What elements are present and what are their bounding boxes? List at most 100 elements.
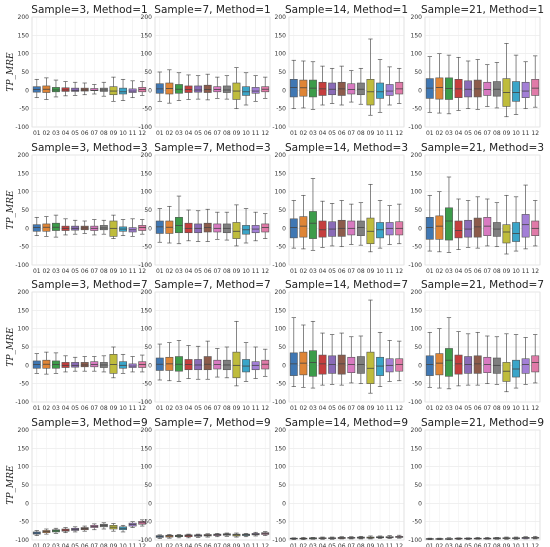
y-tick-label: 150 <box>18 307 30 314</box>
x-tick-label: 06 <box>338 405 346 412</box>
box-03 <box>52 352 60 374</box>
x-tick-label: 11 <box>252 268 260 275</box>
box-07 <box>483 335 492 385</box>
x-tick-label: 12 <box>261 543 269 547</box>
x-tick-label: 05 <box>328 130 336 137</box>
box-05 <box>328 536 337 540</box>
box-body <box>242 86 250 96</box>
box-09 <box>109 214 118 239</box>
box-08 <box>492 202 501 248</box>
x-tick-label: 12 <box>531 130 539 137</box>
y-tick-label: 100 <box>141 51 153 58</box>
y-tick-label: 200 <box>141 14 153 21</box>
box-05 <box>71 356 80 372</box>
x-tick-label: 03 <box>175 543 183 547</box>
x-tick-label: 11 <box>252 130 260 137</box>
y-tick-label: -50 <box>276 244 286 251</box>
x-tick-label: 11 <box>129 543 137 547</box>
x-tick-label: 11 <box>386 268 394 275</box>
x-tick-label: 04 <box>62 543 70 547</box>
panel-title: Sample=7, Method=1 <box>154 4 270 16</box>
box-08 <box>222 346 231 379</box>
y-tick-label: 100 <box>411 326 423 333</box>
y-axis-label: TP_MRE <box>6 465 16 505</box>
box-11 <box>128 356 137 373</box>
box-08 <box>99 355 108 373</box>
y-tick-label: -100 <box>272 399 286 406</box>
x-tick-label: 08 <box>493 130 501 137</box>
box-03 <box>445 537 453 540</box>
y-tick-label: -50 <box>142 519 152 526</box>
y-tick-label: 200 <box>141 289 153 296</box>
x-tick-label: 10 <box>242 130 250 137</box>
box-09 <box>366 38 375 116</box>
y-tick-label: 150 <box>18 32 30 39</box>
box-05 <box>71 526 80 533</box>
y-tick-label: -100 <box>408 124 422 131</box>
box-body <box>521 81 530 98</box>
y-tick-label: 200 <box>275 14 287 21</box>
panel-4-3: Sample=14, Method=9-100-5005010015020001… <box>272 417 408 547</box>
box-body <box>251 87 260 94</box>
x-tick-label: 09 <box>367 268 375 275</box>
box-10 <box>242 208 250 244</box>
box-04 <box>318 200 327 248</box>
x-tick-label: 01 <box>290 405 298 412</box>
box-02 <box>42 351 51 375</box>
y-tick-label: 0 <box>418 500 422 507</box>
x-tick-label: 06 <box>204 268 212 275</box>
y-tick-label: -100 <box>138 537 152 544</box>
box-12 <box>395 534 404 539</box>
x-tick-label: 02 <box>43 405 51 412</box>
box-09 <box>502 333 511 393</box>
x-tick-label: 11 <box>129 130 137 137</box>
box-10 <box>512 334 520 389</box>
x-tick-label: 11 <box>129 268 137 275</box>
panel-title: Sample=7, Method=3 <box>154 142 270 154</box>
y-tick-label: -50 <box>142 244 152 251</box>
x-tick-label: 03 <box>175 405 183 412</box>
y-tick-label: 200 <box>275 289 287 296</box>
x-tick-label: 02 <box>166 268 174 275</box>
box-body <box>473 217 482 238</box>
y-tick-label: -100 <box>15 537 29 544</box>
x-tick-label: 08 <box>357 543 365 547</box>
x-tick-label: 07 <box>483 130 491 137</box>
box-body <box>435 353 444 376</box>
x-tick-label: 06 <box>81 405 89 412</box>
x-tick-label: 04 <box>185 405 193 412</box>
x-tick-label: 11 <box>252 543 260 547</box>
box-body <box>502 362 511 382</box>
y-tick-label: 200 <box>275 427 287 434</box>
y-tick-label: 0 <box>25 500 29 507</box>
y-tick-label: -50 <box>142 106 152 113</box>
y-tick-label: 150 <box>141 170 153 177</box>
panel-3-3: Sample=14, Method=7-100-5005010015020001… <box>272 279 408 412</box>
box-05 <box>328 203 337 247</box>
x-tick-label: 01 <box>426 130 434 137</box>
y-tick-label: 150 <box>141 445 153 452</box>
box-07 <box>483 64 492 107</box>
x-tick-label: 07 <box>347 543 355 547</box>
x-tick-label: 10 <box>512 543 520 547</box>
y-tick-label: -100 <box>408 262 422 269</box>
box-04 <box>318 332 327 386</box>
x-tick-label: 04 <box>455 268 463 275</box>
box-03 <box>175 534 183 539</box>
x-tick-label: 03 <box>175 268 183 275</box>
x-tick-label: 04 <box>62 130 70 137</box>
box-07 <box>90 84 99 95</box>
x-tick-label: 08 <box>223 405 231 412</box>
x-tick-label: 08 <box>357 130 365 137</box>
y-tick-label: 200 <box>411 14 423 21</box>
y-tick-label: 100 <box>275 189 287 196</box>
x-tick-label: 07 <box>483 405 491 412</box>
x-tick-label: 10 <box>242 405 250 412</box>
box-05 <box>328 334 337 385</box>
box-06 <box>80 82 89 96</box>
y-axis-label: TP_MRE <box>6 327 16 367</box>
x-tick-label: 02 <box>436 405 444 412</box>
x-tick-label: 03 <box>309 268 317 275</box>
box-11 <box>521 337 530 385</box>
